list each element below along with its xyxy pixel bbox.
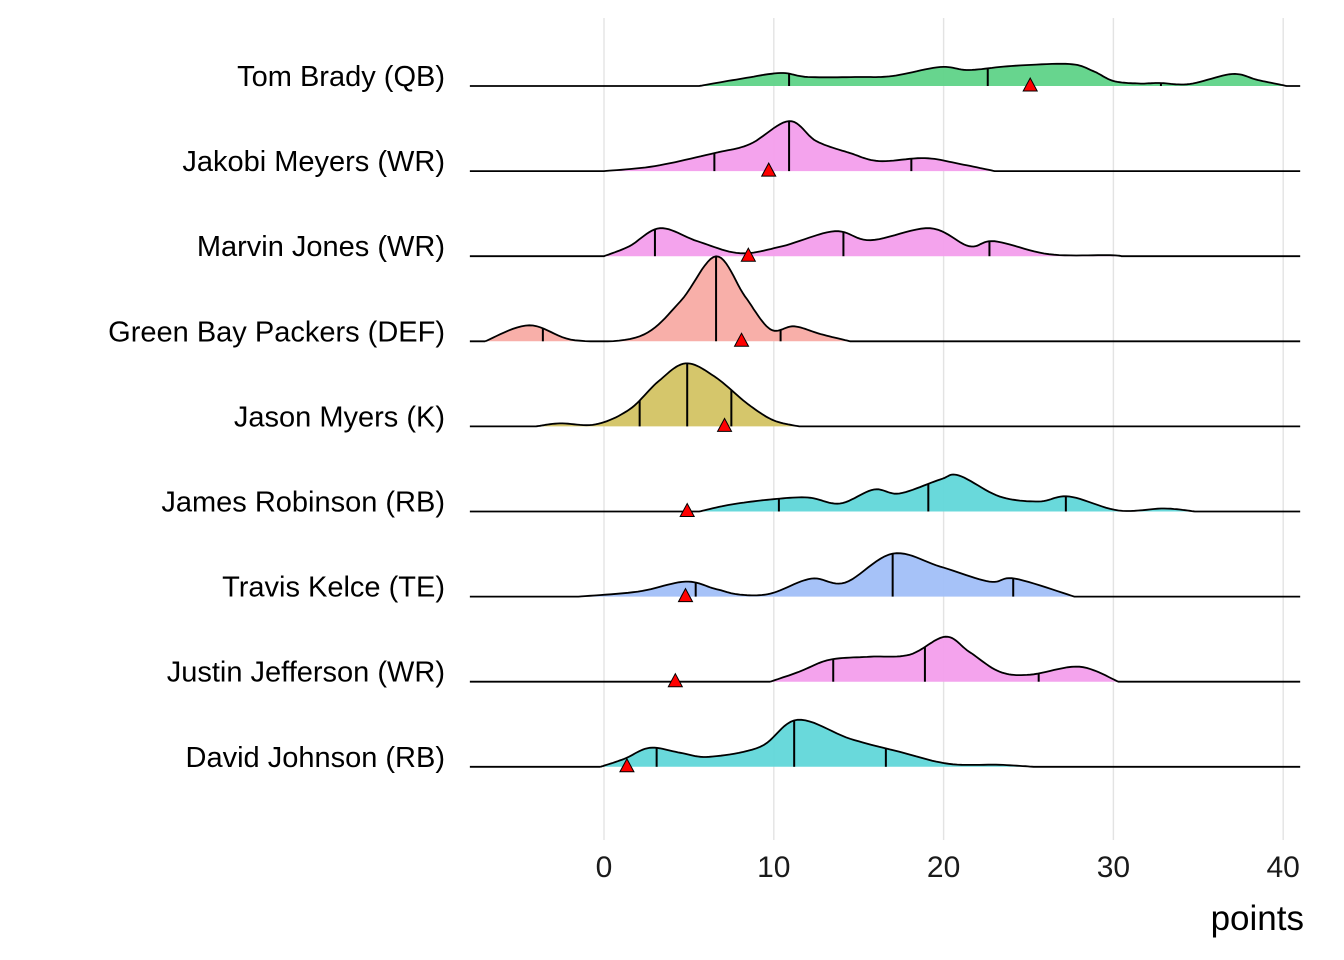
- density-fill: [604, 228, 1122, 257]
- ridge-justin-jefferson-wr: [469, 635, 1301, 688]
- density-outline: [469, 120, 1301, 172]
- density-fill: [770, 636, 1119, 682]
- density-fill: [699, 474, 1195, 512]
- density-fill: [485, 256, 851, 342]
- x-tick-label: 20: [927, 851, 960, 884]
- density-outline: [469, 62, 1301, 87]
- y-axis-label: James Robinson (RB): [161, 487, 445, 519]
- marker-triangle: [716, 417, 733, 432]
- marker-triangle: [740, 247, 757, 262]
- marker-triangle: [1022, 76, 1039, 92]
- y-axis-label: Tom Brady (QB): [237, 61, 445, 93]
- density-outline: [469, 473, 1301, 513]
- marker-triangle: [677, 587, 694, 603]
- ridge-green-bay-packers-def: [469, 255, 1301, 347]
- density-fill: [536, 363, 800, 427]
- density-fill: [578, 553, 1075, 597]
- density-outline: [469, 227, 1301, 258]
- density-outline: [469, 718, 1301, 768]
- ridge-jason-myers-k: [469, 362, 1301, 432]
- marker-triangle: [619, 757, 635, 773]
- x-tick-label: 0: [596, 851, 613, 884]
- ridge-jakobi-meyers-wr: [469, 120, 1301, 177]
- x-tick-label: 10: [757, 851, 790, 884]
- x-tick-label: 40: [1267, 851, 1300, 884]
- ridge-tom-brady-qb: [469, 62, 1301, 92]
- density-fill: [604, 121, 995, 172]
- ridge-travis-kelce-te: [469, 552, 1301, 603]
- marker-triangle: [733, 332, 750, 347]
- ridge-james-robinson-rb: [469, 473, 1301, 517]
- marker-triangle: [679, 502, 696, 517]
- density-fill: [699, 63, 1287, 86]
- x-tick-label: 30: [1097, 851, 1130, 884]
- marker-triangle: [760, 162, 777, 177]
- density-outline: [469, 552, 1301, 598]
- ridges: [469, 62, 1301, 773]
- density-outline: [469, 635, 1301, 683]
- x-axis-ticks: 0 10 20 30 40: [596, 851, 1300, 884]
- y-axis-label: Green Bay Packers (DEF): [108, 316, 445, 348]
- y-axis-label: Jakobi Meyers (WR): [182, 146, 445, 178]
- x-axis-title: points: [1211, 899, 1304, 938]
- gridlines: [603, 18, 1284, 840]
- ridge-david-johnson-rb: [469, 718, 1301, 773]
- y-axis-label: Marvin Jones (WR): [197, 231, 445, 263]
- y-axis-labels: Tom Brady (QB) Jakobi Meyers (WR) Marvin J…: [108, 61, 445, 774]
- y-axis-label: Justin Jefferson (WR): [167, 657, 445, 689]
- density-fill: [600, 719, 1034, 767]
- ridge-marvin-jones-wr: [469, 227, 1301, 262]
- density-outline: [469, 255, 1301, 343]
- y-axis-label: David Johnson (RB): [186, 742, 446, 774]
- y-axis-label: Jason Myers (K): [234, 401, 445, 433]
- y-axis-label: Travis Kelce (TE): [222, 572, 445, 604]
- marker-triangle: [667, 672, 684, 688]
- density-outline: [469, 362, 1301, 428]
